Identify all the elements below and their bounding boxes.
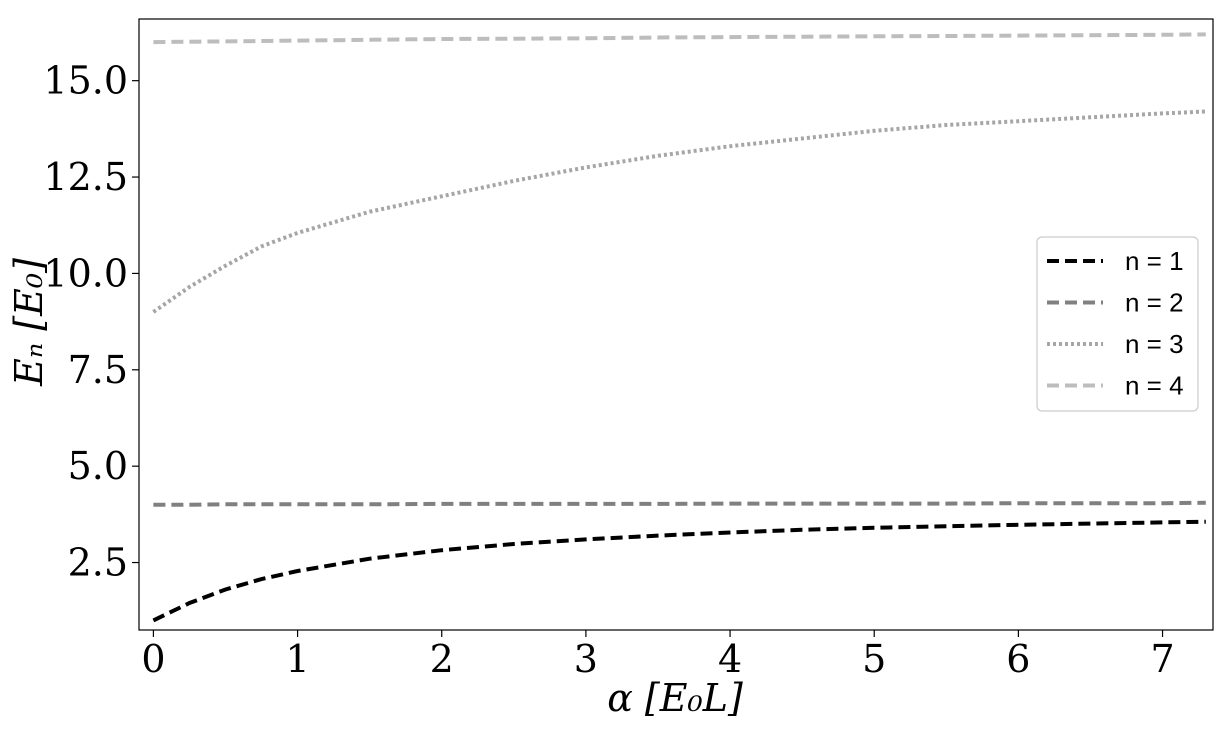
y-tick-label: 2.5 — [68, 541, 128, 585]
y-tick-label: 10.0 — [43, 251, 128, 295]
legend-label-n1: n = 1 — [1125, 246, 1184, 276]
legend: n = 1 n = 2 n = 3 n = 4 — [1036, 236, 1199, 412]
axes-layer: 0 1 2 3 4 5 6 7 2.5 5.0 7.5 10.0 12.5 15.0 — [43, 18, 1214, 681]
legend-box — [1036, 236, 1199, 412]
series-line-n4 — [153, 32, 1206, 45]
y-axis-label: Eₙ [E₀] — [7, 258, 51, 387]
legend-label-n4: n = 4 — [1125, 371, 1184, 401]
y-tick-label: 15.0 — [43, 59, 128, 103]
x-tick-label: 6 — [1006, 637, 1030, 681]
legend-label-n2: n = 2 — [1125, 288, 1184, 318]
series-line-n3 — [152, 109, 1206, 314]
x-tick-label: 0 — [141, 637, 165, 681]
x-axis-label: α [E₀L] — [607, 676, 743, 720]
x-tick-label: 5 — [862, 637, 886, 681]
y-tick-label: 7.5 — [68, 348, 128, 392]
legend-label-n3: n = 3 — [1125, 329, 1184, 359]
y-tick-label: 5.0 — [68, 444, 128, 488]
x-tick-label: 4 — [718, 637, 742, 681]
x-tick-label: 7 — [1150, 637, 1174, 681]
x-tick-label: 3 — [574, 637, 598, 681]
series-line-n2 — [153, 500, 1206, 507]
y-tick-label: 12.5 — [43, 155, 128, 199]
x-tick-label: 2 — [430, 637, 454, 681]
series-line-n1 — [152, 519, 1206, 623]
series-layer — [152, 32, 1206, 623]
plot-frame — [138, 18, 1214, 631]
x-tick-label: 1 — [285, 637, 309, 681]
